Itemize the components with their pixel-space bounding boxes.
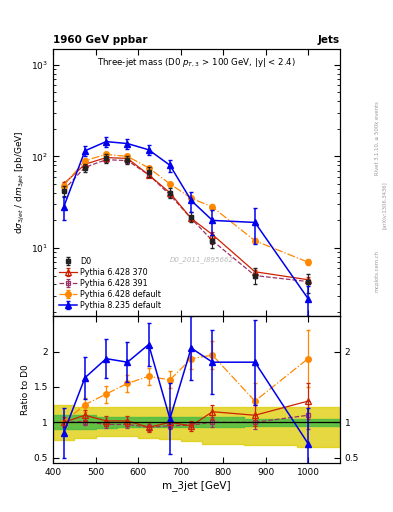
Text: 1960 GeV ppbar: 1960 GeV ppbar	[53, 34, 147, 45]
Legend: D0, Pythia 6.428 370, Pythia 6.428 391, Pythia 6.428 default, Pythia 8.235 defau: D0, Pythia 6.428 370, Pythia 6.428 391, …	[57, 254, 164, 312]
Text: Rivet 3.1.10, ≥ 500k events: Rivet 3.1.10, ≥ 500k events	[375, 101, 380, 175]
Y-axis label: d$\sigma_{3jet}$ / d$m_{3jet}$ [pb/GeV]: d$\sigma_{3jet}$ / d$m_{3jet}$ [pb/GeV]	[14, 131, 27, 234]
X-axis label: m_3jet [GeV]: m_3jet [GeV]	[162, 480, 231, 491]
Text: Jets: Jets	[318, 34, 340, 45]
Text: Three-jet mass (D0 $p_{T,3}$ > 100 GeV, |y| < 2.4): Three-jet mass (D0 $p_{T,3}$ > 100 GeV, …	[97, 57, 296, 70]
Y-axis label: Ratio to D0: Ratio to D0	[21, 365, 29, 415]
Text: D0_2011_I895662: D0_2011_I895662	[170, 256, 234, 263]
Text: mcplots.cern.ch: mcplots.cern.ch	[375, 250, 380, 292]
Text: [arXiv:1306.3436]: [arXiv:1306.3436]	[382, 181, 386, 229]
